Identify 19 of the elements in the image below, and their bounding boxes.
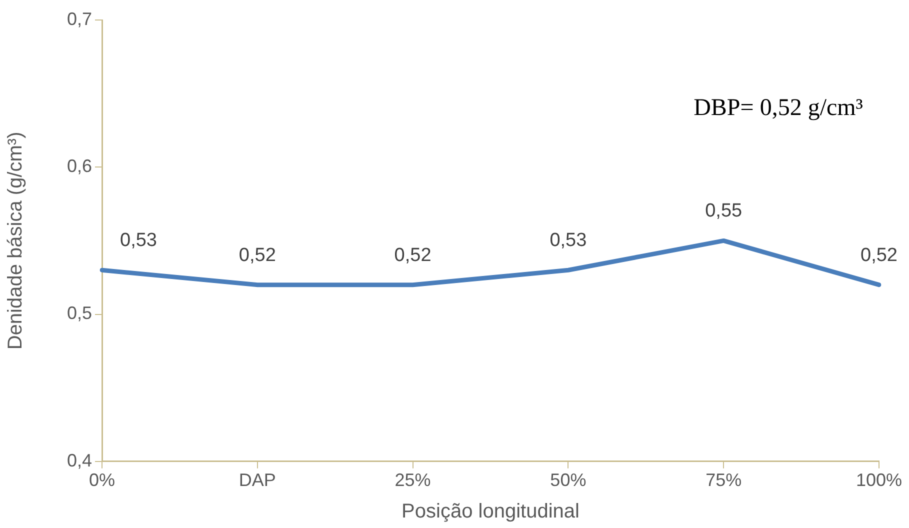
x-axis-title: Posição longitudinal <box>402 500 580 523</box>
data-label: 0,55 <box>705 200 742 222</box>
x-tick-label: 100% <box>856 470 902 490</box>
y-tick-label: 0,4 <box>66 450 92 470</box>
y-tick-label: 0,5 <box>66 303 92 324</box>
data-label: 0,53 <box>120 230 157 252</box>
y-tick-label: 0,7 <box>66 8 92 29</box>
x-tick-label: 75% <box>706 470 742 490</box>
x-tick-label: 0% <box>88 470 116 490</box>
x-tick-label: DAP <box>238 470 276 490</box>
y-axis-title: Denidade básica (g/cm³) <box>4 132 27 350</box>
y-tick-label: 0,6 <box>66 156 92 176</box>
x-tick-label: 50% <box>550 470 586 490</box>
data-label: 0,53 <box>550 230 587 252</box>
data-label: 0,52 <box>394 244 432 266</box>
annotation: DBP= 0,52 g/cm³ <box>694 95 863 121</box>
x-tick-label: 25% <box>394 470 431 490</box>
data-label: 0,52 <box>238 244 276 266</box>
data-label: 0,52 <box>860 244 898 266</box>
